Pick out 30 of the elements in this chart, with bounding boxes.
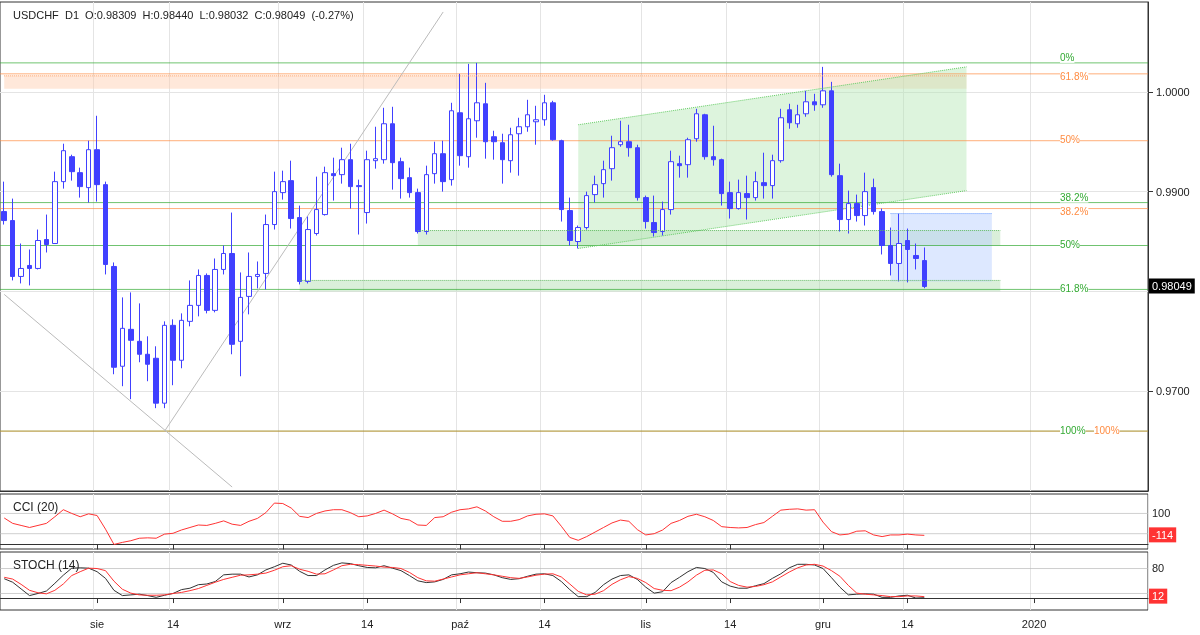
y-tick-label: 0.9900 xyxy=(1156,185,1190,198)
annotation: 50% xyxy=(1060,134,1081,146)
y-tick-label: 1.0000 xyxy=(1156,85,1190,98)
x-tick-label: sie xyxy=(90,617,105,630)
x-tick-label: gru xyxy=(815,617,831,630)
x-tick-label: 14 xyxy=(901,617,914,630)
annotation: 61.8% xyxy=(1060,282,1089,294)
x-tick-label: 14 xyxy=(538,617,551,630)
x-tick-label: 2020 xyxy=(1021,617,1047,630)
text: 100 xyxy=(1152,506,1171,519)
x-tick-label: 14 xyxy=(724,617,737,630)
annotation: 38.2% xyxy=(1060,206,1089,218)
chart-title: CCI (20) xyxy=(13,500,59,514)
chart-title: STOCH (14) xyxy=(13,558,80,572)
text: USDCHF D1 O:0.98309 H:0.98440 L:0.98032 C:0.98049 (-0.27%) xyxy=(13,8,354,21)
annotation: 0% xyxy=(1060,52,1075,64)
annotation: 100% xyxy=(1060,424,1086,436)
annotation: -114 xyxy=(1152,528,1174,541)
text: 0.98049 xyxy=(1152,280,1192,293)
x-tick-label: wrz xyxy=(273,617,292,630)
x-tick-label: 14 xyxy=(166,617,180,630)
x-tick-label: 14 xyxy=(361,617,374,630)
text: 80 xyxy=(1152,562,1165,575)
annotation: 12 xyxy=(1152,590,1165,603)
y-tick-label: 0.9700 xyxy=(1156,385,1190,398)
annotation: 61.8% xyxy=(1060,71,1089,83)
annotation: 38.2% xyxy=(1060,192,1089,204)
x-tick-label: lis xyxy=(640,617,652,630)
x-tick-label: paź xyxy=(451,617,469,630)
annotation: 100% xyxy=(1094,424,1120,436)
